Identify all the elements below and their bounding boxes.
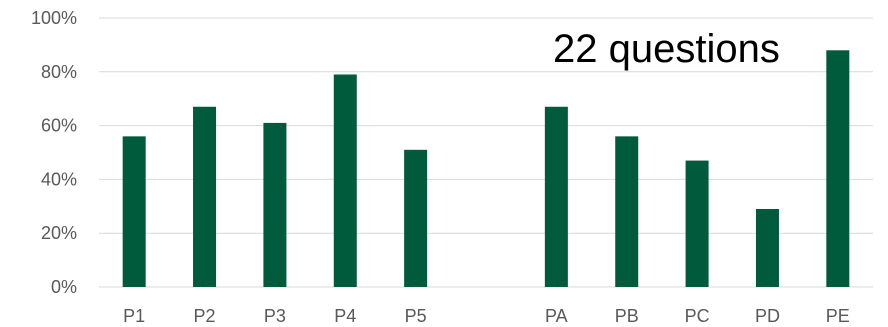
y-tick-label: 0% [51,277,77,297]
y-tick-label: 40% [41,169,77,189]
bar-p2 [193,106,217,288]
bar-p3 [263,122,287,287]
x-tick-label-p2: P2 [194,306,216,326]
bars [122,50,850,288]
chart-annotation: 22 questions [553,27,780,71]
x-tick-label-pc: PC [685,306,710,326]
y-axis-tick-labels: 0% 20% 40% 60% 80% 100% [31,8,77,297]
y-tick-label: 60% [41,116,77,136]
x-tick-label-pe: PE [826,306,850,326]
bar-pb [615,136,639,287]
x-tick-label-pa: PA [545,306,568,326]
y-tick-label: 20% [41,223,77,243]
bar-pa [544,106,568,288]
x-axis-tick-labels: P1 P2 P3 P4 P5 PA PB PC PD PE [123,306,850,326]
x-tick-label-p3: P3 [264,306,286,326]
x-tick-label-p5: P5 [405,306,427,326]
gridlines [99,17,873,288]
x-tick-label-p4: P4 [334,306,356,326]
y-tick-label: 80% [41,62,77,82]
x-tick-label-p1: P1 [123,306,145,326]
bar-p5 [404,149,428,287]
bar-pe [826,50,850,287]
bar-p1 [122,136,146,287]
bar-p4 [333,74,357,288]
x-tick-label-pb: PB [615,306,639,326]
y-tick-label: 100% [31,8,77,28]
bar-pc [685,160,709,287]
x-tick-label-pd: PD [755,306,780,326]
bar-pd [755,208,779,287]
